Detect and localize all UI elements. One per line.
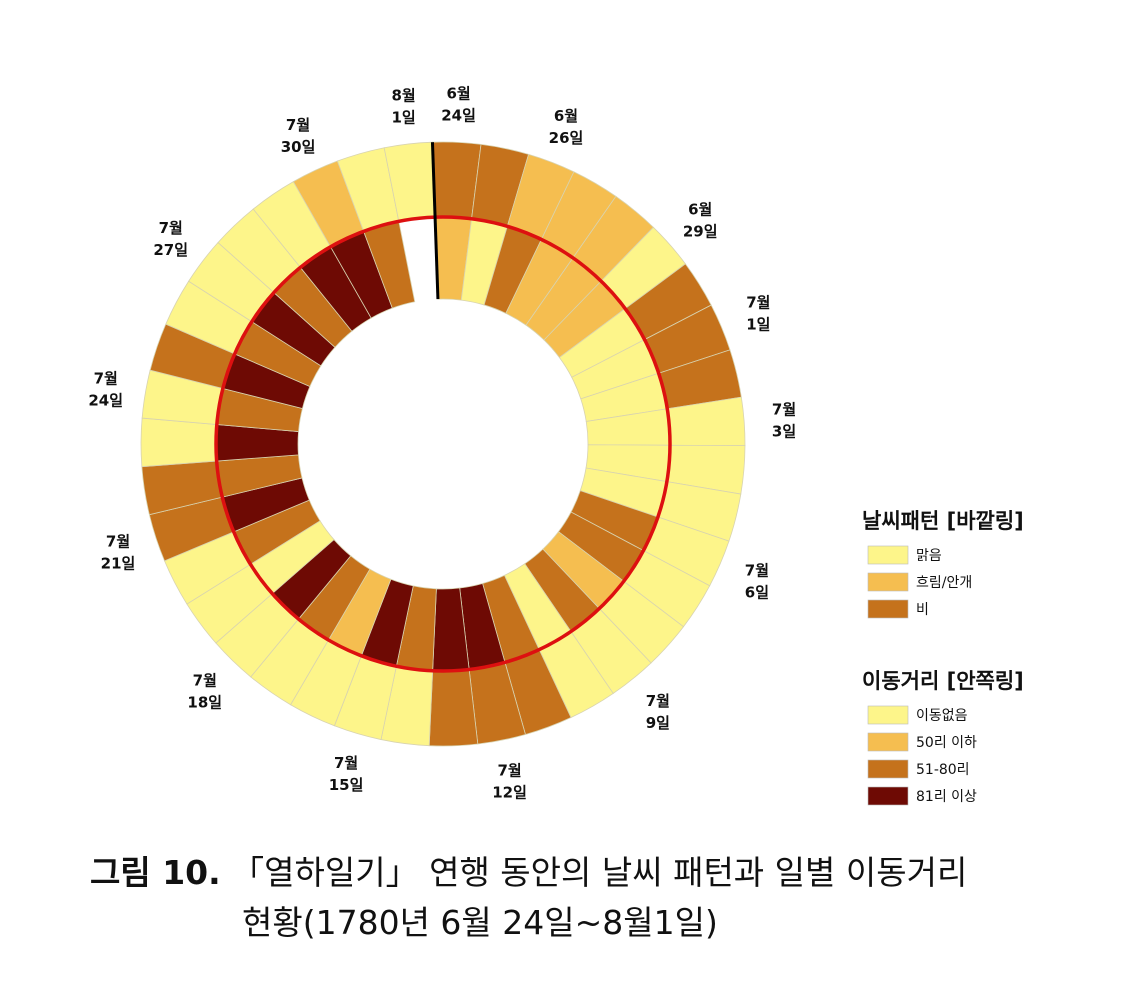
day-label-38: 8월 1일 xyxy=(391,86,415,126)
day-label-0: 6월 24일 xyxy=(441,84,476,124)
day-labels: 6월 24일 6월 26일 6월 29일 7월 1일 7월 3일 7월 6일 7월 9일 7월 12일 7월 15… xyxy=(88,84,796,801)
weather-segment-19 xyxy=(428,669,479,747)
day-label-30: 7월 24일 xyxy=(88,369,123,409)
weather-outer-ring xyxy=(140,141,746,747)
legend-swatch-distance-2 xyxy=(867,759,909,779)
legend-label-weather-2: 비 xyxy=(916,602,929,618)
day-label-36: 7월 30일 xyxy=(281,116,316,156)
caption-line1: 「열하일기」 연행 동안의 날씨 패턴과 일별 이동거리 xyxy=(231,853,968,892)
legend-swatch-distance-1 xyxy=(867,732,909,752)
distance-inner-ring xyxy=(215,216,671,672)
legend-swatch-weather-2 xyxy=(867,599,909,619)
legend-swatch-distance-0 xyxy=(867,705,909,725)
inner-ring-red-outline xyxy=(214,215,672,673)
day-label-5: 6월 29일 xyxy=(683,201,718,241)
day-label-9: 7월 3일 xyxy=(772,400,796,440)
figure-caption: 그림 10. 「열하일기」 연행 동안의 날씨 패턴과 일별 이동거리 현황(1… xyxy=(90,848,1100,948)
day-label-7: 7월 1일 xyxy=(746,294,770,334)
day-label-21: 7월 15일 xyxy=(329,754,364,794)
legend-swatch-weather-1 xyxy=(867,572,909,592)
legend-label-weather-0: 맑음 xyxy=(916,548,942,564)
figure-number: 그림 10. xyxy=(90,853,221,892)
legend-label-distance-1: 50리 이하 xyxy=(916,735,977,751)
day-label-24: 7월 18일 xyxy=(187,671,222,711)
legend-title-weather: 날씨패턴 [바깥링] xyxy=(862,509,1024,533)
legend-swatch-distance-3 xyxy=(867,786,909,806)
caption-line2: 현황(1780년 6월 24일~8월1일) xyxy=(242,903,718,942)
ring-chart: 6월 24일 6월 26일 6월 29일 7월 1일 7월 3일 7월 6일 7월 9일 7월 12일 7월 15… xyxy=(88,84,1024,806)
legend-title-distance: 이동거리 [안쪽링] xyxy=(862,669,1024,693)
legend-label-distance-2: 51-80리 xyxy=(916,762,970,778)
weather-segment-29 xyxy=(140,417,218,468)
day-label-12: 7월 6일 xyxy=(745,562,769,602)
day-label-18: 7월 12일 xyxy=(492,761,527,801)
legend-label-weather-1: 흐림/안개 xyxy=(916,575,972,591)
day-label-15: 7월 9일 xyxy=(646,692,670,732)
legend-label-distance-0: 이동없음 xyxy=(916,708,968,724)
start-line xyxy=(430,142,440,300)
day-label-2: 6월 26일 xyxy=(549,107,584,147)
legend-swatch-weather-0 xyxy=(867,545,909,565)
legend-label-distance-3: 81리 이상 xyxy=(916,789,977,805)
day-label-27: 7월 21일 xyxy=(101,533,136,573)
day-label-33: 7월 27일 xyxy=(153,219,188,259)
